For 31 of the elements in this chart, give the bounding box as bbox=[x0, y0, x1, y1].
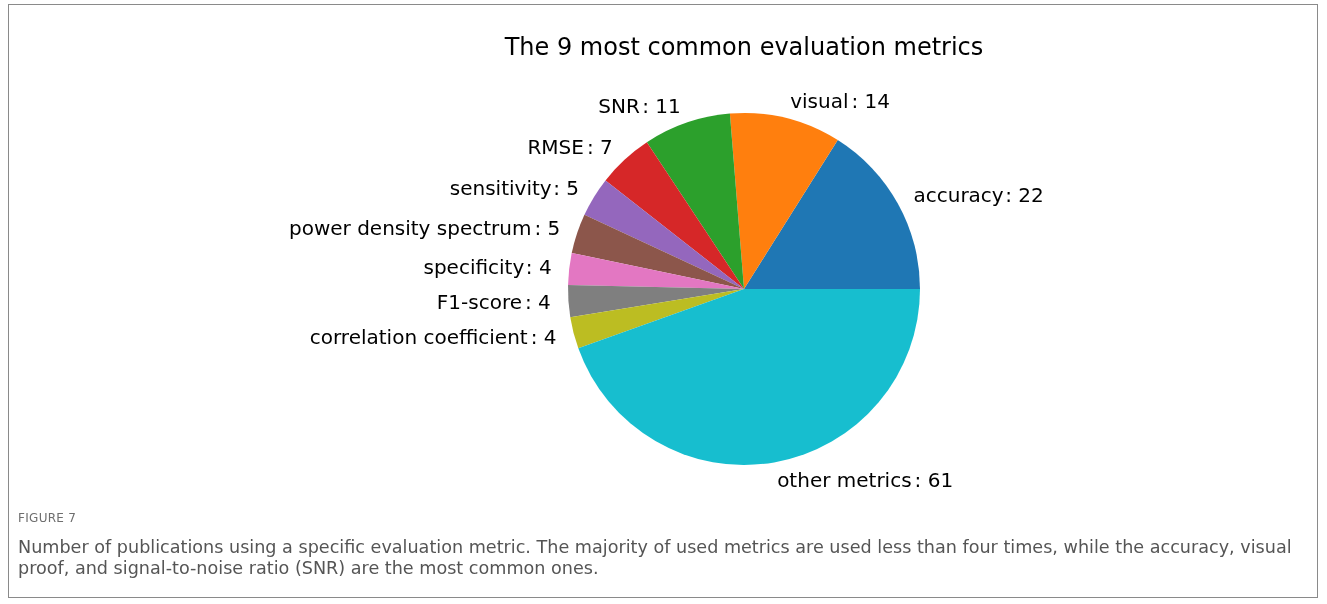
pie-slice bbox=[571, 214, 744, 289]
chart-title: The 9 most common evaluation metrics bbox=[503, 32, 985, 62]
data-label: : 14 bbox=[851, 88, 891, 113]
data-label: : 22 bbox=[1005, 183, 1044, 208]
slice-label: power density spectrum bbox=[288, 215, 532, 240]
pie-slice bbox=[568, 252, 744, 289]
pie-slice bbox=[568, 284, 744, 318]
text: Number of publications using a specific evaluation metric. The majority of used metrics are used less than four times, while the accuracy, visual proof, and signal-to-noise ratio (SNR) are the most common ones. bbox=[18, 537, 1293, 579]
slice-label: RMSE bbox=[527, 134, 584, 159]
data-label: : 11 bbox=[642, 94, 681, 118]
data-label: : 5 bbox=[553, 175, 579, 200]
data-label: : 5 bbox=[534, 215, 561, 240]
slice-label: F1-score bbox=[436, 290, 523, 315]
pie-slice bbox=[646, 113, 744, 289]
data-label: : 4 bbox=[525, 254, 552, 279]
slice-label: correlation coefficient bbox=[309, 325, 528, 350]
caption: FIGURE 7 bbox=[18, 510, 78, 527]
data-label: : 61 bbox=[914, 467, 954, 492]
slice-label: SNR bbox=[598, 94, 640, 118]
slice-label: visual bbox=[790, 88, 849, 113]
slice-label: specificity bbox=[423, 254, 525, 279]
slice-label: other metrics bbox=[777, 467, 912, 492]
pie-slice bbox=[578, 289, 920, 465]
data-label: : 4 bbox=[525, 290, 551, 315]
slice-label: sensitivity bbox=[449, 175, 552, 200]
pie-slice bbox=[570, 289, 744, 349]
slice-label: accuracy bbox=[913, 183, 1004, 208]
data-label: : 4 bbox=[530, 325, 557, 350]
pie-slice bbox=[729, 113, 838, 289]
pie-slice bbox=[584, 180, 744, 289]
data-label: : 7 bbox=[586, 134, 613, 159]
